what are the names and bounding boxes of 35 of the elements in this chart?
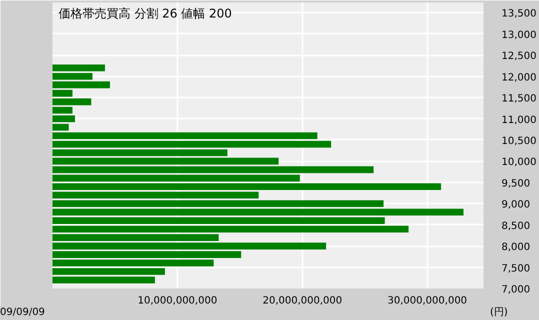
bar <box>52 98 92 106</box>
y-tick-label: 8,500 <box>502 220 530 232</box>
bar <box>52 174 300 182</box>
bar <box>52 132 318 140</box>
y-tick-label: 11,500 <box>502 94 536 105</box>
bar <box>52 183 442 190</box>
y-tick-label: 11,000 <box>502 114 536 126</box>
bar <box>52 72 92 80</box>
bar <box>52 166 374 174</box>
bar <box>52 81 110 88</box>
bar <box>52 149 228 156</box>
y-tick-label: 13,000 <box>502 30 536 41</box>
bar <box>52 90 72 97</box>
text: 09/09/09 <box>0 306 45 320</box>
y-tick-label: 7,500 <box>502 263 530 274</box>
x-tick-label: 20,000,000,000 <box>262 296 342 306</box>
y-tick-label: 10,500 <box>502 136 536 147</box>
y-tick-label: 12,000 <box>502 72 536 84</box>
bar <box>52 158 279 165</box>
y-tick-label: 8,000 <box>502 242 530 254</box>
y-tick-label: 13,500 <box>502 8 536 20</box>
x-tick-label: 10,000,000,000 <box>138 296 218 306</box>
bar <box>52 106 72 114</box>
bar <box>52 124 69 131</box>
chart-title: 価格帯売買高 分割 26 値幅 200 <box>58 6 232 20</box>
y-axis-title: (円) <box>490 306 508 320</box>
bar <box>52 115 75 122</box>
bar <box>52 140 332 148</box>
y-tick-label: 9,000 <box>502 200 530 211</box>
bar <box>52 64 105 72</box>
y-tick-label: 7,000 <box>502 284 530 296</box>
y-tick-label: 10,000 <box>502 157 536 168</box>
y-tick-label: 12,500 <box>502 51 536 62</box>
x-tick-label: 30,000,000,000 <box>388 296 468 306</box>
y-tick-label: 9,500 <box>502 178 530 190</box>
